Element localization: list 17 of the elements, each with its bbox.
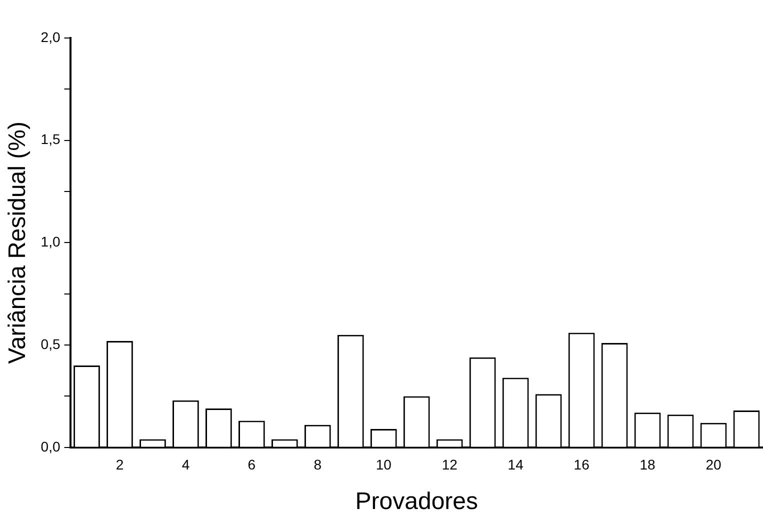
x-tick-label: 8 bbox=[314, 456, 322, 473]
x-tick-label: 18 bbox=[640, 456, 656, 473]
x-tick-label: 2 bbox=[116, 456, 124, 473]
y-tick-label: 0,0 bbox=[40, 438, 60, 454]
x-tick-label: 12 bbox=[442, 456, 458, 473]
y-tick-label: 2,0 bbox=[40, 28, 60, 45]
y-axis-title: Variância Residual (%) bbox=[4, 122, 32, 364]
y-tick-label: 1,5 bbox=[40, 131, 60, 148]
y-tick-label: 1,0 bbox=[40, 234, 60, 250]
x-tick-label: 6 bbox=[248, 456, 256, 473]
x-axis-title: Provadores bbox=[355, 488, 478, 516]
x-tick-label: 14 bbox=[508, 456, 524, 473]
y-tick-label: 0,5 bbox=[40, 336, 60, 352]
x-tick-label: 16 bbox=[574, 456, 590, 473]
x-tick-label: 20 bbox=[706, 456, 722, 473]
x-tick-label: 4 bbox=[182, 456, 190, 473]
x-tick-label: 10 bbox=[376, 456, 392, 473]
